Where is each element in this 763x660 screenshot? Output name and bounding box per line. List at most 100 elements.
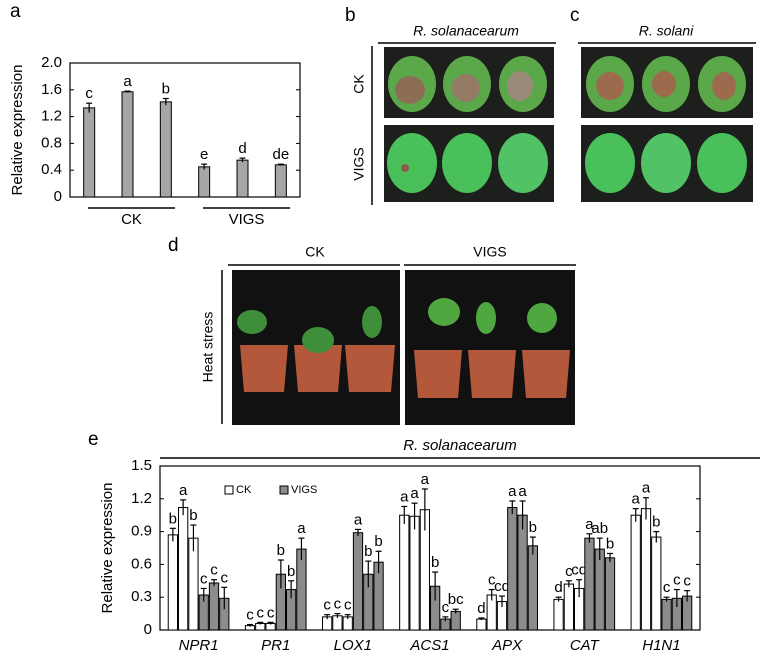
significance-letter: c xyxy=(334,596,342,613)
significance-letter: b xyxy=(374,533,382,550)
bar xyxy=(563,583,574,631)
significance-letter: c xyxy=(488,572,496,589)
significance-letter: ab xyxy=(591,520,608,537)
significance-letter: b xyxy=(529,519,537,536)
panel-letter: d xyxy=(168,235,179,256)
bar xyxy=(236,159,249,198)
y-tick-label: 0.3 xyxy=(131,588,152,605)
bar xyxy=(630,514,641,631)
x-tick-label: H1N1 xyxy=(642,637,680,654)
leaves xyxy=(585,56,747,193)
significance-letter: e xyxy=(200,146,208,163)
row-label: CK xyxy=(351,74,367,94)
significance-letter: d xyxy=(238,140,246,157)
y-tick-label: 0.9 xyxy=(131,523,152,540)
y-tick-label: 0.4 xyxy=(41,161,62,178)
y-axis-label: Relative expression xyxy=(99,483,116,614)
significance-letter: c xyxy=(200,570,208,587)
significance-letter: a xyxy=(179,482,188,499)
bar xyxy=(409,515,420,631)
bar xyxy=(651,536,662,631)
bar xyxy=(178,507,189,631)
panel-letter: a xyxy=(10,1,21,22)
significance-letter: c xyxy=(323,597,331,614)
significance-letter: b xyxy=(162,80,170,97)
legend-swatch xyxy=(224,485,234,495)
chart-title: R. solanacearum xyxy=(403,437,516,454)
bar xyxy=(296,548,307,631)
significance-letter: a xyxy=(585,516,594,533)
bar xyxy=(661,598,672,631)
x-tick-label: ACS1 xyxy=(409,637,449,654)
x-tick-label: NPR1 xyxy=(179,637,219,654)
x-tick-label: CAT xyxy=(570,637,601,654)
bar xyxy=(527,545,538,631)
row-label: VIGS xyxy=(351,147,367,180)
panel-letter: c xyxy=(570,5,580,26)
legend-swatch xyxy=(279,485,289,495)
panel-title: R. solani xyxy=(639,23,694,39)
plants xyxy=(237,298,570,398)
bar xyxy=(507,507,518,631)
bar xyxy=(594,548,605,631)
y-tick-label: 0.8 xyxy=(41,134,62,151)
significance-letter: b xyxy=(652,514,660,531)
significance-letter: bc xyxy=(448,591,464,608)
bar xyxy=(198,166,211,198)
column-label: VIGS xyxy=(473,244,506,260)
significance-letter: c xyxy=(221,569,229,586)
bar xyxy=(476,618,487,631)
significance-letter: a xyxy=(410,485,419,502)
significance-letter: c xyxy=(683,573,691,590)
bar xyxy=(640,508,652,631)
significance-letter: a xyxy=(642,480,651,497)
significance-letter: de xyxy=(272,146,289,163)
bar xyxy=(604,557,616,631)
photo xyxy=(405,270,575,425)
bar xyxy=(399,514,410,631)
y-tick-label: 1.2 xyxy=(41,108,62,125)
significance-letter: c xyxy=(673,572,681,589)
significance-letter: b xyxy=(431,554,439,571)
group-label: VIGS xyxy=(229,211,265,228)
bar xyxy=(352,532,364,631)
x-tick-label: LOX1 xyxy=(334,637,372,654)
significance-letter: b xyxy=(277,542,285,559)
side-label: Heat stress xyxy=(200,312,216,383)
significance-letter: a xyxy=(354,511,363,528)
y-tick-label: 2.0 xyxy=(41,54,62,71)
significance-letter: c xyxy=(85,85,93,102)
significance-letter: c xyxy=(210,562,218,579)
panel-c: R. solani xyxy=(578,23,756,202)
significance-letter: a xyxy=(508,483,517,500)
significance-letter: a xyxy=(518,483,527,500)
y-axis-label: Relative expression xyxy=(9,65,26,196)
significance-letter: b xyxy=(169,510,177,527)
significance-letter: a xyxy=(123,73,132,90)
bar xyxy=(553,598,564,631)
significance-letter: c xyxy=(257,604,265,621)
bar xyxy=(83,107,96,198)
panel-d: CK VIGS Heat stress xyxy=(200,244,576,425)
significance-letter: c xyxy=(344,597,352,614)
significance-letter: c xyxy=(246,607,254,624)
y-tick-label: 1.5 xyxy=(131,457,152,474)
significance-letter: b xyxy=(364,543,372,560)
significance-letter: b xyxy=(287,563,295,580)
bar xyxy=(274,164,287,198)
bar xyxy=(584,537,595,631)
y-tick-label: 0.6 xyxy=(131,555,152,572)
significance-letter: cd xyxy=(494,578,510,595)
bar xyxy=(167,534,178,631)
panel-title: R. solanacearum xyxy=(413,23,519,39)
significance-letter: a xyxy=(400,488,409,505)
significance-letter: b xyxy=(606,535,614,552)
group-label: CK xyxy=(121,211,142,228)
significance-letter: cd xyxy=(571,562,587,579)
y-tick-label: 1.2 xyxy=(131,490,152,507)
legend-label: VIGS xyxy=(291,484,317,496)
plot-frame xyxy=(159,465,701,631)
significance-letter: c xyxy=(442,599,450,616)
